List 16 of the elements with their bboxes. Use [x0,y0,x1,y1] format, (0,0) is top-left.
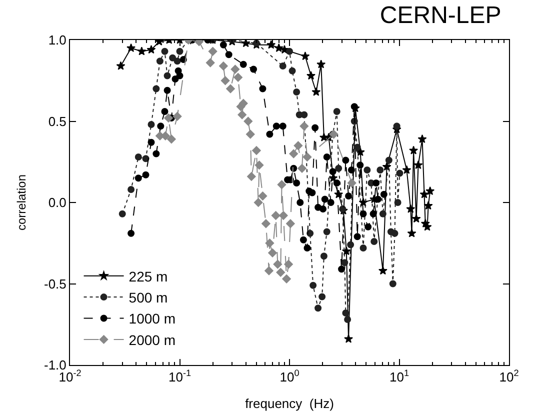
y-axis-title: correlation [14,174,28,231]
y-tick-label: -1.0 [44,358,66,373]
legend-label: 500 m [128,290,168,306]
y-tick-label: -0.5 [44,276,66,292]
x-axis-title: frequency (Hz) [245,396,334,412]
legend-label: 2000 m [128,332,176,348]
legend-label: 1000 m [128,310,176,327]
chart-title: CERN-LEP [380,2,502,30]
x-tick-label: 10$^{2}$ [499,368,519,385]
y-tick-label: 0.5 [48,114,66,129]
x-tick-label: 10$^{1}$ [389,368,410,385]
x-tick-label: 10$^{-1}$ [168,368,192,385]
y-tick-label: 1.0 [48,32,66,48]
x-tick-label: 10$^{0}$ [280,368,300,385]
legend-label: 225 m [128,268,168,284]
y-tick-label: 0.0 [48,195,66,210]
